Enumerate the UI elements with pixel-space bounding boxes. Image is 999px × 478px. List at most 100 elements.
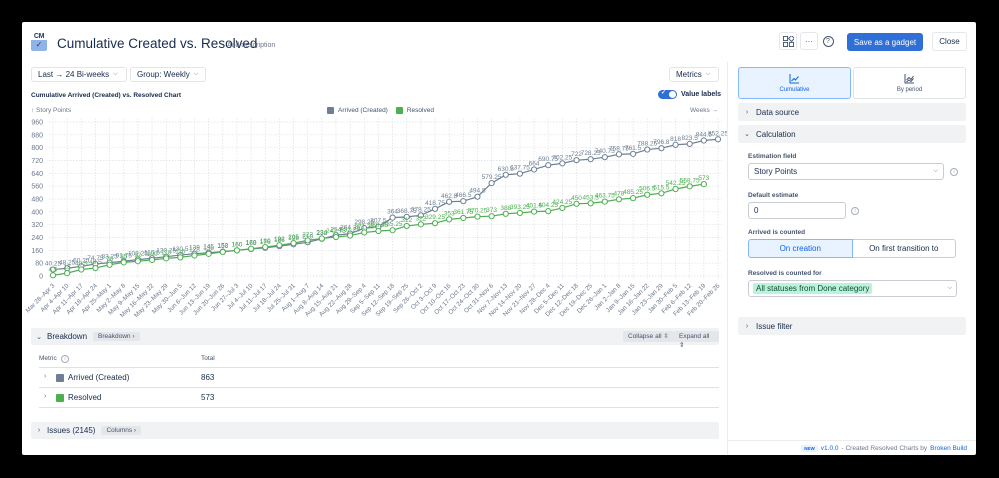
svg-text:130.5: 130.5 [172,246,189,253]
footer: NEW v1.0.0 - Created Resolved Charts by … [727,440,976,455]
breakdown-section-header[interactable]: ⌄ Breakdown Breakdown › Collapse all ⇳ E… [31,328,719,349]
svg-text:210: 210 [302,233,313,240]
svg-text:353: 353 [444,210,455,217]
panel-divider [727,62,728,455]
issue-filter-accordion[interactable]: › Issue filter [738,317,966,335]
row-label: Resolved [68,393,102,402]
svg-text:222: 222 [302,231,313,238]
collapse-all-button[interactable]: Collapse all ⇳ [623,331,674,342]
range-dropdown[interactable]: Last → 24 Bi-weeks ⌵ [31,67,127,82]
tab-cumulative[interactable]: Cumulative [738,67,851,99]
svg-text:160: 160 [232,241,243,248]
input-value: 0 [754,206,759,215]
columns-chip[interactable]: Columns › [101,426,142,435]
issues-title: Issues (2145) [47,426,96,435]
info-icon[interactable]: i [851,207,859,215]
legend-item-resolved[interactable]: Resolved [395,107,434,114]
svg-text:298.25: 298.25 [354,219,374,226]
svg-text:852.25: 852.25 [708,130,727,137]
svg-text:373: 373 [486,207,497,214]
tab-label: Cumulative [779,86,810,93]
metrics-dropdown[interactable]: Metrics ⌵ [669,67,719,82]
help-button[interactable]: ? [819,32,837,50]
table-row[interactable]: › Resolved 573 [39,388,719,408]
close-button[interactable]: Close [932,32,967,51]
add-description-link[interactable]: Add description [227,42,276,49]
svg-text:110: 110 [161,249,172,256]
svg-text:361.75: 361.75 [453,209,473,216]
vendor-link[interactable]: Broken Build [930,444,967,452]
svg-text:168: 168 [246,240,257,247]
metrics-dropdown-value: Metrics [676,70,702,79]
breakdown-chip[interactable]: Breakdown › [93,332,140,341]
tab-by-period[interactable]: By period [853,67,966,99]
svg-text:485.25: 485.25 [623,189,643,196]
svg-text:788.25: 788.25 [637,141,657,148]
svg-text:234: 234 [316,229,327,236]
value-labels-toggle[interactable]: ✓ Value labels [658,90,721,99]
period-chart-icon [904,73,914,83]
calculation-accordion[interactable]: ⌄ Calculation [738,125,966,143]
svg-text:364: 364 [387,209,398,216]
data-source-accordion[interactable]: › Data source [738,103,966,121]
svg-text:400: 400 [31,209,43,216]
row-label: Arrived (Created) [68,373,130,382]
issues-section-header[interactable]: › Issues (2145) Columns › [31,422,719,439]
default-estimate-input[interactable]: 0 [748,202,846,219]
legend-label: Arrived (Created) [338,107,388,115]
chevron-down-icon: ⌵ [193,71,199,77]
svg-text:393.25: 393.25 [510,204,530,211]
breakdown-table-header: Metric i Total [39,354,719,368]
svg-text:150: 150 [217,243,228,250]
svg-text:515.5: 515.5 [653,184,670,191]
table-row[interactable]: › Arrived (Created) 863 [39,368,719,388]
svg-text:404.25: 404.25 [538,202,558,209]
grid-shapes-icon [782,35,794,47]
svg-text:368.75: 368.75 [397,208,417,215]
legend-item-arrived[interactable]: Arrived (Created) [327,107,388,114]
chevron-right-icon: › [37,427,41,434]
ellipsis-icon: ··· [805,36,813,46]
column-metric: Metric [39,355,57,362]
svg-text:690.75: 690.75 [538,156,558,163]
resolved-statuses-select[interactable]: All statuses from Done category ⌵ [748,280,957,297]
expand-all-button[interactable]: Expand all ⇕ [674,331,719,349]
more-button[interactable]: ··· [800,32,818,50]
breakdown-title: Breakdown [47,332,88,341]
info-icon[interactable]: i [61,355,69,363]
svg-text:761.5: 761.5 [625,145,642,152]
svg-text:307.5: 307.5 [370,218,387,225]
svg-text:463.75: 463.75 [595,193,615,200]
svg-text:480: 480 [31,197,43,204]
chevron-right-icon[interactable]: › [44,393,47,400]
svg-text:702.25: 702.25 [552,154,572,161]
arrived-counted-segmented: On creation On first transition to [748,239,956,258]
arrived-counted-label: Arrived is counted [748,229,806,236]
toggle-switch[interactable]: ✓ [658,90,677,99]
value-labels-label: Value labels [681,91,722,98]
series-swatch [56,374,64,382]
layout-button[interactable] [779,32,797,50]
svg-text:180: 180 [260,238,271,245]
svg-text:128: 128 [189,246,200,253]
chevron-down-icon: ⌵ [113,71,118,77]
logo-check-icon: ✓ [31,40,47,51]
option-first-transition[interactable]: On first transition to [852,239,956,258]
save-as-gadget-button[interactable]: Save as a gadget [847,33,923,51]
row-total: 863 [201,373,215,382]
option-on-creation[interactable]: On creation [748,239,853,258]
svg-text:252.25: 252.25 [340,227,360,234]
svg-text:880: 880 [31,132,43,139]
page-title: Cumulative Created vs. Resolved [57,36,258,51]
svg-text:322: 322 [415,215,426,222]
chevron-right-icon[interactable]: › [44,373,47,380]
legend-swatch [327,107,334,114]
group-dropdown[interactable]: Group: Weekly ⌵ [130,67,206,82]
version-text: v1.0.0 [820,444,839,452]
info-icon[interactable]: i [950,168,958,176]
estimation-field-select[interactable]: Story Points ⌵ [748,163,944,180]
svg-text:40.25: 40.25 [45,261,62,268]
new-badge: NEW [801,444,818,452]
svg-text:60.25: 60.25 [73,257,90,264]
estimation-field-label: Estimation field [748,153,797,160]
